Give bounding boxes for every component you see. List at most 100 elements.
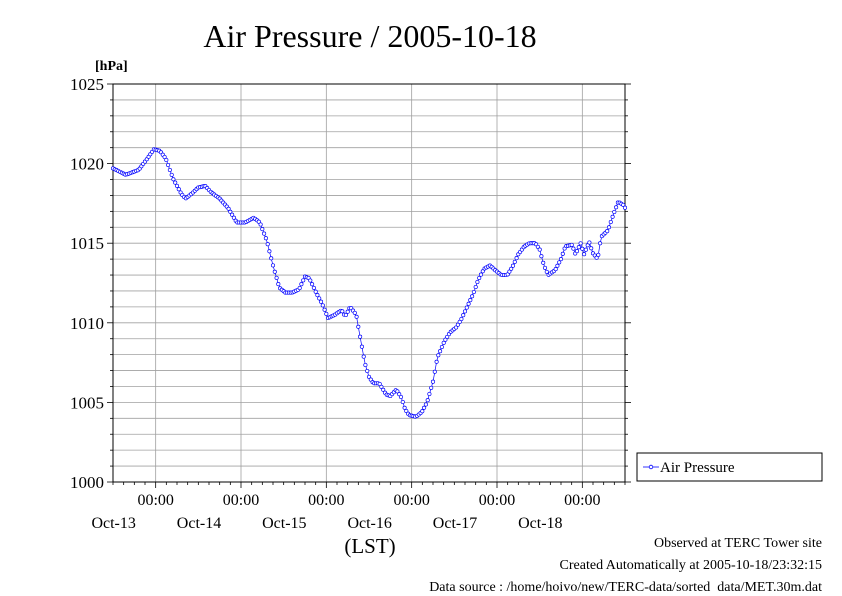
data-point (438, 349, 443, 354)
data-point (539, 254, 544, 259)
x-tick-time-label: 00:00 (223, 492, 259, 509)
data-point (434, 359, 439, 364)
data-point (608, 219, 613, 225)
data-point (441, 340, 446, 345)
data-point (398, 394, 404, 400)
data-point (466, 301, 471, 306)
data-point (230, 212, 235, 217)
data-point (274, 275, 279, 280)
data-point (315, 293, 320, 298)
data-point (430, 379, 436, 384)
data-point (544, 269, 549, 274)
data-point (317, 296, 322, 301)
data-point (352, 310, 357, 315)
legend-box (636, 452, 823, 482)
data-point (580, 246, 585, 251)
y-tick-label: 1015 (70, 234, 104, 253)
data-point (263, 236, 268, 241)
y-axis-unit-label: [hPa] (95, 59, 128, 74)
data-point (379, 384, 384, 389)
grid-lines (113, 84, 625, 482)
y-tick-label: 1020 (70, 155, 104, 174)
data-point (557, 260, 562, 265)
data-point (265, 242, 270, 247)
data-point (365, 368, 370, 374)
data-point (167, 167, 172, 173)
x-tick-time-label: 00:00 (308, 492, 344, 509)
data-point (395, 389, 400, 394)
data-point (576, 245, 581, 250)
data-point (555, 263, 560, 268)
data-point (260, 227, 265, 232)
y-tick-label: 1010 (70, 314, 104, 333)
legend: Air Pressure (636, 452, 823, 482)
data-point (509, 266, 514, 271)
data-point (322, 307, 327, 312)
data-point (598, 241, 603, 246)
data-point (397, 392, 402, 397)
data-point (174, 183, 180, 188)
data-point (612, 209, 617, 215)
data-point (614, 205, 619, 210)
data-point (400, 399, 405, 405)
data-point (468, 298, 473, 303)
footer-data-source: Data source : /home/hoivo/new/TERC-data/… (429, 580, 822, 595)
data-point (276, 282, 281, 287)
y-tick-label: 1025 (70, 75, 104, 94)
data-point (425, 398, 430, 403)
data-point (605, 229, 610, 234)
x-tick-time-label: 00:00 (564, 492, 600, 509)
data-point (301, 278, 306, 283)
data-point (166, 162, 171, 168)
y-tick-label: 1005 (70, 393, 104, 412)
data-point (269, 256, 274, 261)
data-point (377, 381, 382, 387)
data-point (171, 177, 176, 182)
data-point (256, 219, 261, 224)
x-tick-time-label: 00:00 (393, 492, 429, 509)
data-point (596, 252, 601, 257)
data-point (423, 402, 428, 407)
data-point (262, 231, 267, 236)
data-point (354, 314, 359, 319)
x-tick-date-label: Oct-18 (518, 515, 562, 532)
data-point (606, 225, 612, 230)
data-point (432, 369, 437, 374)
data-point (574, 249, 580, 254)
data-point (514, 256, 519, 261)
data-point (455, 322, 460, 327)
data-point (471, 289, 476, 295)
data-point (537, 247, 542, 252)
data-point (621, 202, 626, 207)
x-tick-date-label: Oct-17 (433, 515, 477, 532)
data-point (381, 387, 386, 392)
chart-title: Air Pressure / 2005-10-18 (203, 18, 536, 54)
data-point (610, 214, 615, 219)
data-point (422, 405, 427, 410)
data-point (569, 242, 574, 247)
data-point (462, 309, 468, 314)
legend-label: Air Pressure (660, 460, 735, 476)
data-point (558, 257, 564, 262)
data-point (470, 294, 475, 299)
data-point (359, 344, 364, 349)
data-point (443, 337, 448, 342)
data-point (173, 180, 178, 185)
data-point (477, 275, 482, 281)
data-point (404, 408, 409, 414)
data-point (343, 312, 348, 318)
data-point (507, 269, 512, 274)
data-point (553, 267, 558, 272)
x-tick-date-label: Oct-15 (262, 515, 306, 532)
data-point (272, 269, 277, 274)
data-point (427, 391, 432, 397)
data-point (480, 269, 485, 274)
footer-observed: Observed at TERC Tower site (653, 536, 822, 551)
data-point (457, 319, 462, 324)
data-point (226, 206, 231, 211)
data-point (464, 305, 469, 310)
data-point (299, 282, 304, 287)
data-point (622, 205, 628, 210)
data-point (454, 325, 459, 330)
